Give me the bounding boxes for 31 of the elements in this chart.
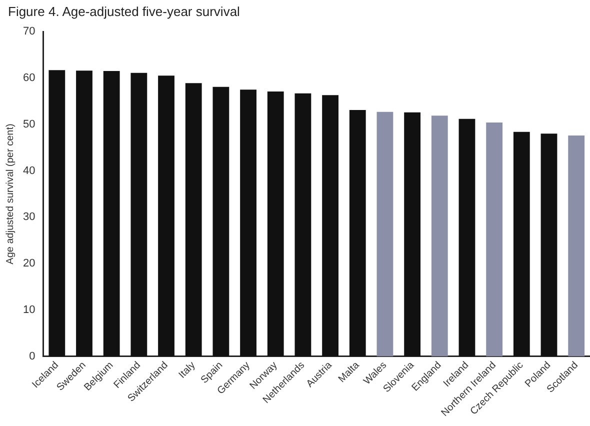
- y-tick-label: 40: [22, 164, 36, 177]
- x-tick-label: Italy: [176, 360, 198, 381]
- bar: [185, 83, 202, 356]
- bar: [349, 110, 366, 356]
- y-tick-label: 10: [22, 304, 36, 316]
- y-tick-label: 50: [22, 118, 36, 130]
- y-tick-label: 30: [22, 211, 36, 224]
- bar: [267, 91, 284, 356]
- bar: [130, 72, 148, 356]
- y-tick-label: 60: [22, 72, 36, 84]
- bar: [568, 136, 585, 356]
- bar: [294, 93, 312, 356]
- bar: [376, 112, 394, 356]
- bar: [486, 122, 503, 356]
- bar: [513, 132, 530, 356]
- chart-title: Figure 4. Age-adjusted five-year survival: [8, 4, 240, 19]
- bar: [322, 95, 338, 356]
- y-tick-label: 20: [22, 258, 36, 270]
- bar: [158, 76, 174, 356]
- bar: [431, 116, 448, 356]
- bar: [48, 70, 66, 356]
- bar: [458, 118, 476, 356]
- y-axis-title: Age adjusted survival (per cent): [4, 124, 16, 264]
- bar: [404, 112, 421, 356]
- bar: [76, 70, 92, 356]
- bar: [540, 134, 558, 356]
- bar: [103, 71, 120, 356]
- bar: [240, 90, 256, 356]
- y-tick-label: 0: [29, 350, 36, 362]
- bar: [212, 86, 230, 356]
- y-tick-label: 70: [22, 26, 36, 38]
